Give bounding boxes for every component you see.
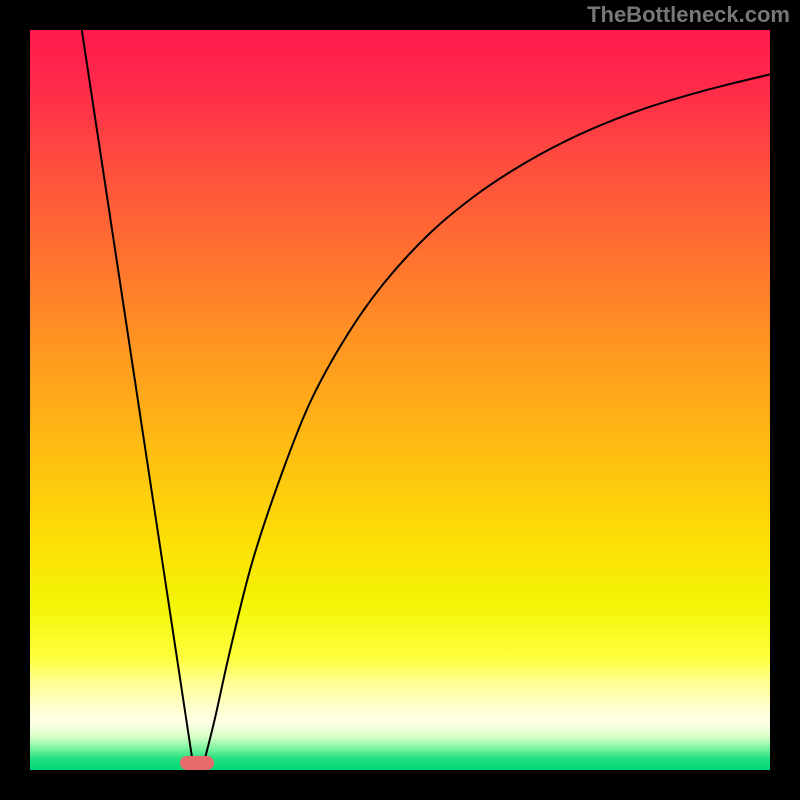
plot-area <box>30 30 770 770</box>
bottleneck-curve <box>30 30 770 770</box>
chart-container: TheBottleneck.com <box>0 0 800 800</box>
watermark-label: TheBottleneck.com <box>587 2 790 28</box>
min-marker <box>180 756 214 770</box>
